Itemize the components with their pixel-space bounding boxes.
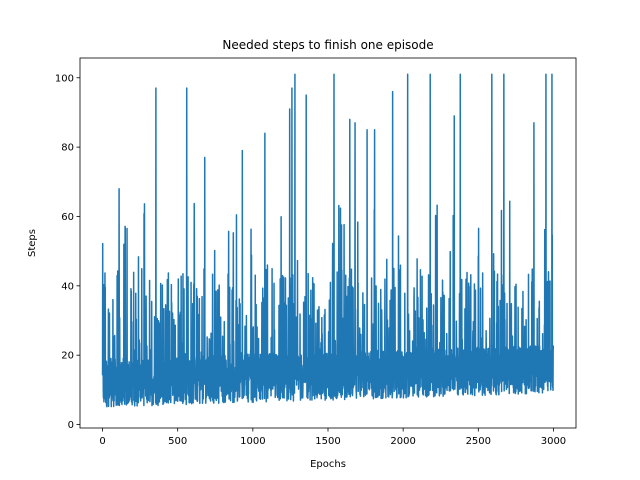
x-tick-label: 1000 (240, 436, 265, 447)
x-tick-label: 0 (99, 436, 105, 447)
x-tick-label: 3000 (541, 436, 566, 447)
x-tick-label: 500 (168, 436, 187, 447)
y-axis-label: Steps (27, 229, 38, 257)
x-tick-label: 2000 (390, 436, 415, 447)
x-tick-label: 2500 (466, 436, 491, 447)
y-tick-label: 40 (61, 281, 74, 292)
x-axis: 0 500 1000 1500 2000 2500 3000 (99, 428, 566, 447)
series-layer (101, 73, 555, 408)
series-line (101, 73, 555, 408)
y-tick-label: 60 (61, 212, 74, 223)
chart-title: Needed steps to finish one episode (222, 38, 433, 52)
y-axis: 0 20 40 60 80 100 (55, 73, 80, 431)
y-tick-label: 80 (61, 143, 74, 154)
y-tick-label: 20 (61, 351, 74, 362)
y-tick-label: 0 (68, 420, 74, 431)
x-tick-label: 1500 (315, 436, 340, 447)
x-axis-label: Epochs (310, 459, 346, 470)
y-tick-label: 100 (55, 73, 74, 84)
